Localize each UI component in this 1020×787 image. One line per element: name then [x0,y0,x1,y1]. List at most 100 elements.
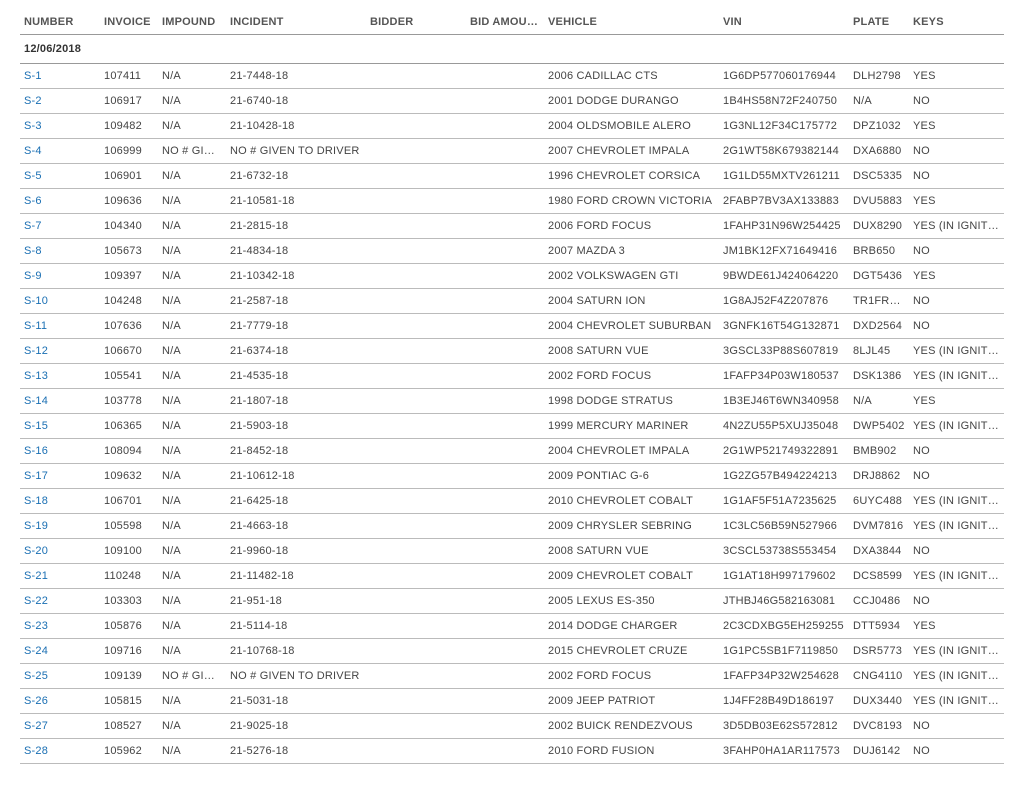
cell-number: S-24 [20,639,100,664]
cell-plate: N/A [849,389,909,414]
cell-vehicle: 2007 MAZDA 3 [544,239,719,264]
table-row: S-17109632N/A21-10612-182009 PONTIAC G-6… [20,464,1004,489]
lot-number-link[interactable]: S-17 [24,470,48,482]
cell-plate: DXA3844 [849,539,909,564]
cell-incident: 21-10342-18 [226,264,366,289]
date-row: 12/06/2018 [20,35,1004,64]
cell-impound: NO # GIVEN [158,664,226,689]
cell-plate: N/A [849,89,909,114]
lot-number-link[interactable]: S-1 [24,70,42,82]
cell-vin: 1FAFP34P03W180537 [719,364,849,389]
lot-number-link[interactable]: S-18 [24,495,48,507]
lot-number-link[interactable]: S-3 [24,120,42,132]
cell-incident: 21-4663-18 [226,514,366,539]
table-row: S-13105541N/A21-4535-182002 FORD FOCUS1F… [20,364,1004,389]
lot-number-link[interactable]: S-24 [24,645,48,657]
lot-number-link[interactable]: S-11 [24,320,47,332]
auction-table-wrapper: NUMBER INVOICE IMPOUND INCIDENT BIDDER B… [0,0,1020,784]
cell-impound: N/A [158,239,226,264]
cell-plate: DXD2564 [849,314,909,339]
lot-number-link[interactable]: S-19 [24,520,48,532]
cell-invoice: 106670 [100,339,158,364]
table-row: S-14103778N/A21-1807-181998 DODGE STRATU… [20,389,1004,414]
cell-bidamount [466,239,544,264]
lot-number-link[interactable]: S-5 [24,170,42,182]
cell-plate: DPZ1032 [849,114,909,139]
cell-bidder [366,89,466,114]
col-keys[interactable]: KEYS [909,10,1004,35]
cell-number: S-26 [20,689,100,714]
cell-impound: NO # GIVEN [158,139,226,164]
cell-incident: 21-11482-18 [226,564,366,589]
cell-number: S-4 [20,139,100,164]
cell-impound: N/A [158,614,226,639]
col-invoice[interactable]: INVOICE [100,10,158,35]
cell-vin: 1G2ZG57B494224213 [719,464,849,489]
lot-number-link[interactable]: S-25 [24,670,48,682]
cell-impound: N/A [158,589,226,614]
cell-bidder [366,639,466,664]
lot-number-link[interactable]: S-13 [24,370,48,382]
lot-number-link[interactable]: S-20 [24,545,48,557]
lot-number-link[interactable]: S-9 [24,270,42,282]
lot-number-link[interactable]: S-14 [24,395,48,407]
lot-number-link[interactable]: S-26 [24,695,48,707]
lot-number-link[interactable]: S-6 [24,195,42,207]
cell-vin: 2C3CDXBG5EH259255 [719,614,849,639]
lot-number-link[interactable]: S-16 [24,445,48,457]
lot-number-link[interactable]: S-4 [24,145,42,157]
cell-bidamount [466,489,544,514]
col-bidamount[interactable]: BID AMOUNT [466,10,544,35]
col-vin[interactable]: VIN [719,10,849,35]
col-number[interactable]: NUMBER [20,10,100,35]
cell-keys: YES (IN IGNITION) [909,514,1004,539]
lot-number-link[interactable]: S-23 [24,620,48,632]
cell-number: S-12 [20,339,100,364]
col-plate[interactable]: PLATE [849,10,909,35]
lot-number-link[interactable]: S-28 [24,745,48,757]
cell-incident: NO # GIVEN TO DRIVER [226,664,366,689]
lot-number-link[interactable]: S-2 [24,95,42,107]
auction-table: NUMBER INVOICE IMPOUND INCIDENT BIDDER B… [20,10,1004,764]
table-row: S-11107636N/A21-7779-182004 CHEVROLET SU… [20,314,1004,339]
cell-plate: BMB902 [849,439,909,464]
cell-impound: N/A [158,189,226,214]
cell-incident: 21-5031-18 [226,689,366,714]
cell-bidder [366,564,466,589]
cell-impound: N/A [158,489,226,514]
cell-incident: 21-4535-18 [226,364,366,389]
cell-bidamount [466,514,544,539]
col-incident[interactable]: INCIDENT [226,10,366,35]
cell-incident: 21-1807-18 [226,389,366,414]
cell-vehicle: 2008 SATURN VUE [544,339,719,364]
cell-incident: 21-2815-18 [226,214,366,239]
cell-number: S-20 [20,539,100,564]
lot-number-link[interactable]: S-7 [24,220,42,232]
cell-incident: 21-951-18 [226,589,366,614]
cell-number: S-7 [20,214,100,239]
lot-number-link[interactable]: S-15 [24,420,48,432]
lot-number-link[interactable]: S-27 [24,720,48,732]
cell-vehicle: 2002 BUICK RENDEZVOUS [544,714,719,739]
cell-vin: 3CSCL53738S553454 [719,539,849,564]
col-vehicle[interactable]: VEHICLE [544,10,719,35]
cell-vin: 1FAHP31N96W254425 [719,214,849,239]
cell-vehicle: 2002 VOLKSWAGEN GTI [544,264,719,289]
cell-vin: 3D5DB03E62S572812 [719,714,849,739]
cell-incident: 21-8452-18 [226,439,366,464]
cell-incident: 21-10428-18 [226,114,366,139]
cell-vehicle: 2010 CHEVROLET COBALT [544,489,719,514]
cell-bidder [366,164,466,189]
cell-incident: 21-6374-18 [226,339,366,364]
lot-number-link[interactable]: S-21 [24,570,48,582]
lot-number-link[interactable]: S-22 [24,595,48,607]
table-row: S-25109139NO # GIVENNO # GIVEN TO DRIVER… [20,664,1004,689]
cell-invoice: 105876 [100,614,158,639]
cell-impound: N/A [158,464,226,489]
lot-number-link[interactable]: S-10 [24,295,48,307]
col-bidder[interactable]: BIDDER [366,10,466,35]
lot-number-link[interactable]: S-8 [24,245,42,257]
cell-bidder [366,614,466,639]
col-impound[interactable]: IMPOUND [158,10,226,35]
lot-number-link[interactable]: S-12 [24,345,48,357]
